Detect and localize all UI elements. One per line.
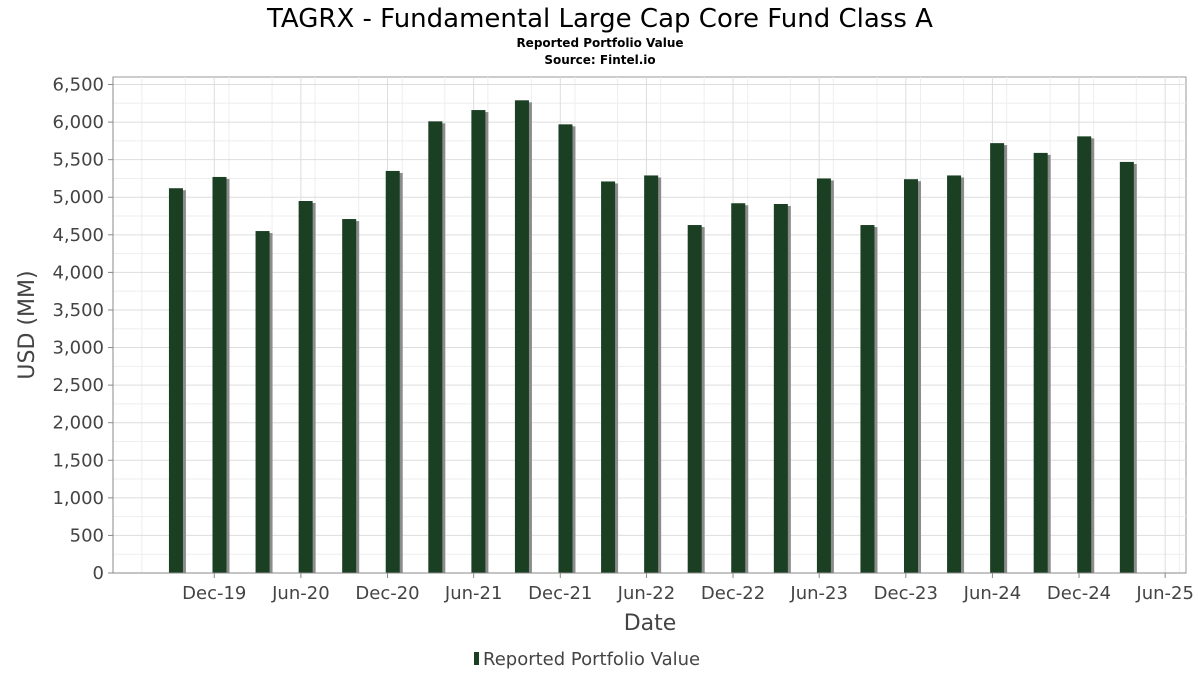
bar bbox=[212, 176, 227, 573]
y-tick-label: 2,500 bbox=[52, 375, 104, 396]
chart-subtitle: Reported Portfolio Value bbox=[516, 36, 683, 50]
x-tick-label: Jun-21 bbox=[444, 583, 503, 604]
bar bbox=[816, 178, 831, 574]
x-axis-label: Date bbox=[624, 611, 677, 636]
y-axis-label: USD (MM) bbox=[15, 270, 40, 379]
bar bbox=[342, 219, 357, 573]
chart-title: TAGRX - Fundamental Large Cap Core Fund … bbox=[266, 4, 933, 34]
bar bbox=[990, 143, 1005, 573]
y-tick-label: 4,500 bbox=[52, 225, 104, 246]
bar bbox=[514, 100, 529, 573]
legend-label: Reported Portfolio Value bbox=[483, 649, 700, 670]
x-tick-label: Dec-21 bbox=[528, 583, 592, 604]
bar bbox=[644, 175, 659, 573]
chart-source: Source: Fintel.io bbox=[544, 53, 655, 67]
bar bbox=[168, 188, 183, 573]
legend: Reported Portfolio Value bbox=[474, 649, 700, 670]
bar bbox=[255, 231, 270, 573]
y-tick-label: 0 bbox=[93, 563, 104, 584]
bar bbox=[428, 121, 443, 574]
x-tick-label: Dec-19 bbox=[182, 583, 246, 604]
x-tick-label: Dec-20 bbox=[355, 583, 419, 604]
bar bbox=[1033, 152, 1048, 574]
legend-swatch bbox=[474, 652, 479, 665]
x-tick-label: Jun-23 bbox=[789, 583, 848, 604]
y-tick-label: 6,500 bbox=[52, 75, 104, 96]
y-axis: 0 500 1,000 1,500 2,000 2,500 3,000 3,500 4,000 4… bbox=[52, 75, 114, 584]
bar bbox=[385, 170, 400, 573]
y-tick-label: 5,000 bbox=[52, 187, 104, 208]
bar bbox=[298, 201, 313, 573]
y-tick-label: 500 bbox=[70, 525, 104, 546]
plot-area: 0 500 1,000 1,500 2,000 2,500 3,000 3,500 4,000 4… bbox=[52, 75, 1193, 604]
x-axis: Dec-19 Jun-20 Dec-20 Jun-21 Dec-21 Jun-22 Dec-… bbox=[113, 572, 1194, 604]
x-tick-label: Dec-24 bbox=[1047, 583, 1111, 604]
bars bbox=[168, 100, 1137, 574]
x-tick-label: Jun-22 bbox=[617, 583, 676, 604]
y-tick-label: 3,500 bbox=[52, 300, 104, 321]
x-tick-label: Jun-25 bbox=[1135, 583, 1194, 604]
bar bbox=[903, 179, 918, 573]
bar bbox=[731, 203, 746, 573]
bar bbox=[860, 225, 875, 574]
bar bbox=[471, 110, 486, 574]
y-tick-label: 3,000 bbox=[52, 338, 104, 359]
bar bbox=[558, 124, 573, 573]
bar bbox=[1077, 136, 1092, 573]
y-tick-label: 2,000 bbox=[52, 413, 104, 434]
x-tick-label: Jun-20 bbox=[271, 583, 330, 604]
bar bbox=[601, 181, 616, 573]
y-tick-label: 6,000 bbox=[52, 112, 104, 133]
x-tick-label: Dec-23 bbox=[874, 583, 938, 604]
y-tick-label: 4,000 bbox=[52, 262, 104, 283]
bar bbox=[773, 204, 788, 574]
x-tick-label: Jun-24 bbox=[963, 583, 1022, 604]
bar bbox=[1119, 161, 1134, 574]
bar bbox=[687, 225, 702, 574]
y-tick-label: 1,000 bbox=[52, 488, 104, 509]
x-tick-label: Dec-22 bbox=[701, 583, 765, 604]
y-tick-label: 5,500 bbox=[52, 150, 104, 171]
bar bbox=[947, 175, 962, 573]
y-tick-label: 1,500 bbox=[52, 450, 104, 471]
